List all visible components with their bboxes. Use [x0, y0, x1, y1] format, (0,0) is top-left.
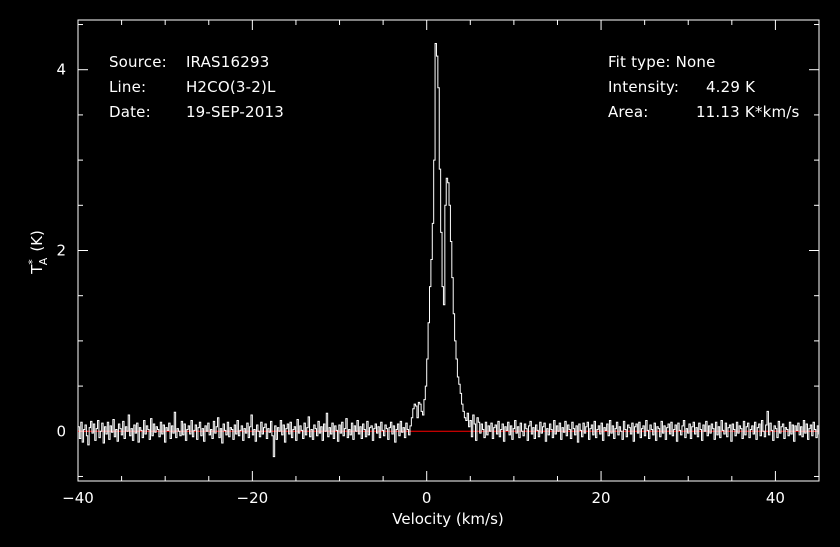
x-tick-label: −40: [62, 489, 94, 507]
date-value: 19-SEP-2013: [185, 103, 284, 121]
line-line: Line: H2CO(3-2)L: [99, 60, 276, 96]
x-axis-label: Velocity (km/s): [392, 510, 503, 528]
y-axis-label: T*A (K): [26, 230, 50, 275]
x-tick-label: 40: [766, 489, 785, 507]
y-tick-label: 0: [56, 422, 66, 440]
y-axis-label-sup: *: [26, 259, 39, 265]
spectrum-line: [78, 43, 820, 458]
intensity-line: Intensity: 4.29 K: [598, 60, 755, 96]
tick-labels: −40 −20 0 20 40 0 2 4: [56, 61, 785, 507]
fit-type-line: Fit type: None: [598, 35, 716, 71]
x-tick-label: −20: [237, 489, 269, 507]
x-tick-label: 20: [592, 489, 611, 507]
date-line: Date: 19-SEP-2013: [99, 85, 284, 121]
y-axis-label-main: T: [28, 264, 46, 275]
axis-ticks: [77, 20, 820, 481]
source-value: IRAS16293: [185, 53, 270, 71]
date-label: Date:: [108, 103, 151, 121]
area-line: Area: 11.13 K*km/s: [598, 85, 800, 121]
line-label: Line:: [108, 78, 147, 96]
y-axis-label-sub: A: [37, 257, 50, 265]
source-line: Source: IRAS16293: [99, 35, 269, 71]
fit-type-label: Fit type:: [607, 53, 671, 71]
y-tick-label: 2: [56, 242, 66, 260]
area-label: Area:: [607, 103, 649, 121]
intensity-value: 4.29 K: [705, 78, 756, 96]
svg-text:T*A(K): T*A (K): [26, 230, 50, 275]
source-label: Source:: [108, 53, 167, 71]
area-value: 11.13 K*km/s: [695, 103, 800, 121]
intensity-label: Intensity:: [607, 78, 680, 96]
y-axis-label-unit: (K): [28, 230, 46, 252]
x-tick-label: 0: [422, 489, 432, 507]
fit-type-value: None: [675, 53, 716, 71]
line-value: H2CO(3-2)L: [185, 78, 276, 96]
y-tick-label: 4: [56, 61, 66, 79]
